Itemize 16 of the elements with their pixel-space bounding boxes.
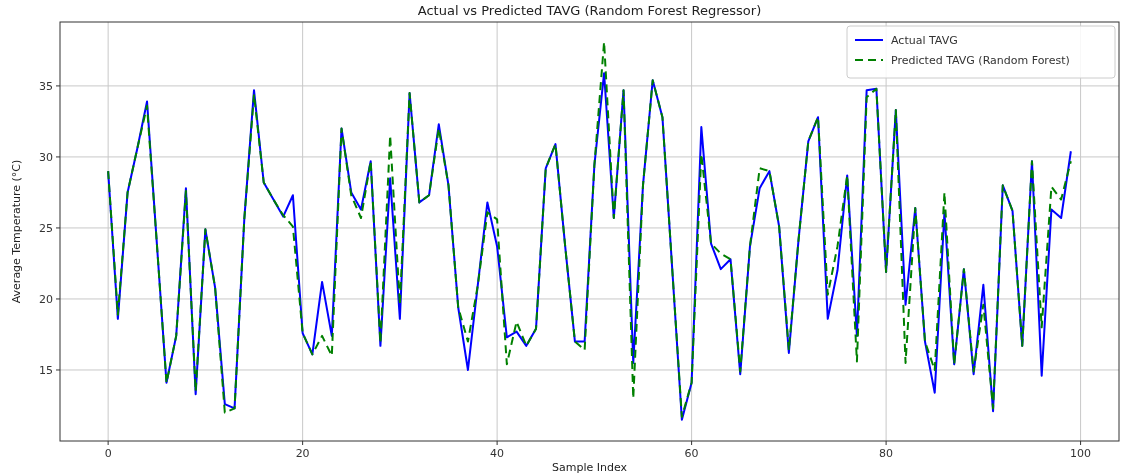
y-tick-label: 15: [39, 363, 53, 377]
legend-label: Predicted TAVG (Random Forest): [891, 54, 1070, 67]
y-tick-label: 35: [39, 79, 53, 93]
y-tick-label: 20: [39, 292, 53, 306]
legend-label: Actual TAVG: [891, 34, 958, 47]
x-tick-label: 0: [104, 447, 112, 460]
y-tick-label: 25: [39, 221, 53, 235]
chart-title: Actual vs Predicted TAVG (Random Forest Regressor): [417, 3, 762, 18]
x-axis-title: Sample Index: [551, 461, 628, 474]
x-tick-label: 20: [295, 447, 310, 460]
x-tick-label: 40: [490, 447, 505, 460]
y-tick-label: 30: [39, 150, 53, 164]
x-tick-label: 100: [1070, 447, 1092, 460]
x-tick-label: 60: [684, 447, 699, 460]
y-axis-title: Average Temperature (°C): [10, 159, 23, 304]
x-tick-label: 80: [879, 447, 894, 460]
